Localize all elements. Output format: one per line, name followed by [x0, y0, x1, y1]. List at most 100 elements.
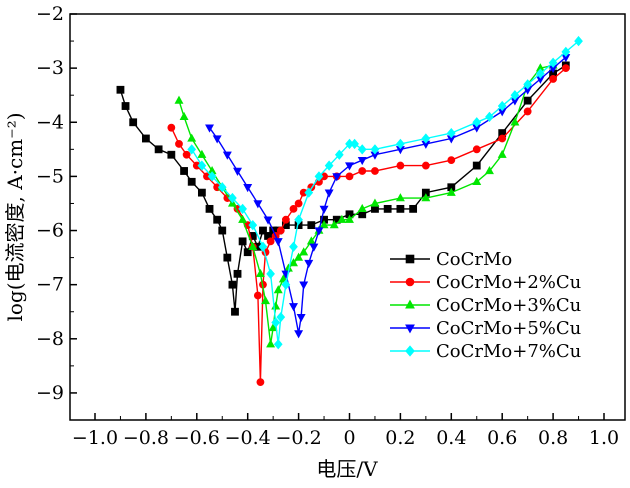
- data-point: [314, 227, 324, 236]
- data-point: [182, 150, 191, 159]
- data-point: [446, 187, 456, 196]
- series-1: [116, 61, 570, 316]
- data-point: [197, 160, 207, 171]
- data-point: [357, 203, 367, 213]
- data-point: [472, 145, 481, 154]
- data-point: [472, 161, 481, 170]
- data-point: [561, 46, 571, 58]
- data-point: [294, 214, 303, 225]
- data-point: [271, 301, 281, 310]
- legend-label: CoCrMo+5%Cu: [436, 318, 581, 339]
- data-point: [296, 313, 306, 323]
- data-point: [205, 124, 214, 133]
- data-point: [294, 252, 304, 261]
- data-point: [233, 269, 242, 278]
- y-tick-label: −5: [36, 165, 64, 187]
- data-point: [294, 330, 304, 339]
- data-point: [371, 167, 379, 175]
- legend-item: CoCrMo+5%Cu: [390, 318, 581, 339]
- data-point: [350, 138, 359, 150]
- data-point: [179, 111, 189, 121]
- data-point: [289, 303, 298, 312]
- x-tick-label: −1.0: [72, 427, 118, 449]
- data-point: [266, 339, 276, 348]
- data-point: [205, 204, 214, 213]
- data-point: [319, 220, 329, 229]
- legend-label: CoCrMo+2%Cu: [436, 272, 581, 293]
- data-point: [255, 268, 265, 278]
- data-point: [314, 171, 324, 182]
- plot-frame: [69, 13, 626, 421]
- data-point: [263, 216, 273, 225]
- y-tick-label: −2: [36, 3, 64, 25]
- data-point: [324, 160, 334, 171]
- data-point: [548, 57, 558, 68]
- data-point: [266, 268, 275, 279]
- data-point: [498, 134, 507, 143]
- data-point: [248, 219, 258, 231]
- data-point: [222, 151, 232, 160]
- data-point: [421, 133, 431, 144]
- legend: CoCrMoCoCrMo+2%CuCoCrMo+3%CuCoCrMo+5%CuC…: [390, 249, 581, 362]
- data-point: [549, 75, 557, 83]
- data-point: [259, 226, 267, 235]
- y-axis-label: log(电流密度, A·cm⁻²): [3, 112, 27, 321]
- data-point: [395, 193, 405, 202]
- data-point: [421, 161, 430, 170]
- data-point: [197, 149, 207, 158]
- data-point: [405, 254, 415, 264]
- data-point: [485, 166, 494, 175]
- data-point: [180, 167, 188, 175]
- data-point: [212, 135, 222, 144]
- data-point: [238, 214, 248, 223]
- data-point: [187, 177, 196, 186]
- data-point: [299, 247, 309, 256]
- data-point: [187, 133, 197, 142]
- series-line: [208, 56, 567, 334]
- series-5: [187, 35, 583, 350]
- data-point: [396, 161, 405, 170]
- data-point: [271, 317, 281, 328]
- y-tick-label: −4: [36, 111, 64, 133]
- data-point: [405, 277, 415, 287]
- data-point: [485, 111, 494, 122]
- data-point: [175, 140, 183, 148]
- data-point: [154, 145, 163, 154]
- legend-item: CoCrMo: [390, 249, 512, 270]
- data-point: [273, 285, 283, 294]
- data-point: [447, 156, 456, 165]
- data-point: [405, 345, 415, 357]
- x-tick-label: −0.4: [225, 427, 271, 449]
- data-point: [358, 167, 367, 175]
- legend-item: CoCrMo+2%Cu: [390, 272, 581, 293]
- x-tick-label: 0.2: [385, 427, 415, 449]
- legend-label: CoCrMo+3%Cu: [436, 295, 581, 316]
- x-axis-label: 电压/V: [316, 457, 378, 481]
- y-tick-label: −6: [36, 220, 64, 242]
- data-point: [319, 205, 329, 214]
- data-point: [273, 238, 283, 247]
- data-point: [523, 107, 532, 116]
- data-point: [536, 68, 545, 79]
- data-point: [174, 95, 184, 104]
- data-point: [289, 204, 298, 213]
- data-point: [561, 64, 570, 73]
- x-tick-label: 1.0: [589, 427, 619, 449]
- data-point: [523, 79, 533, 90]
- data-point: [116, 85, 125, 94]
- data-point: [248, 241, 258, 250]
- data-point: [121, 102, 130, 110]
- data-point: [383, 204, 392, 213]
- data-point: [304, 187, 314, 198]
- x-tick-label: −0.8: [123, 427, 169, 449]
- data-point: [337, 214, 347, 223]
- data-point: [357, 144, 367, 155]
- data-point: [421, 193, 431, 202]
- data-point: [304, 259, 314, 268]
- legend-label: CoCrMo: [436, 249, 512, 270]
- data-point: [228, 192, 237, 204]
- data-point: [273, 339, 283, 350]
- data-point: [218, 226, 227, 235]
- data-point: [276, 226, 285, 235]
